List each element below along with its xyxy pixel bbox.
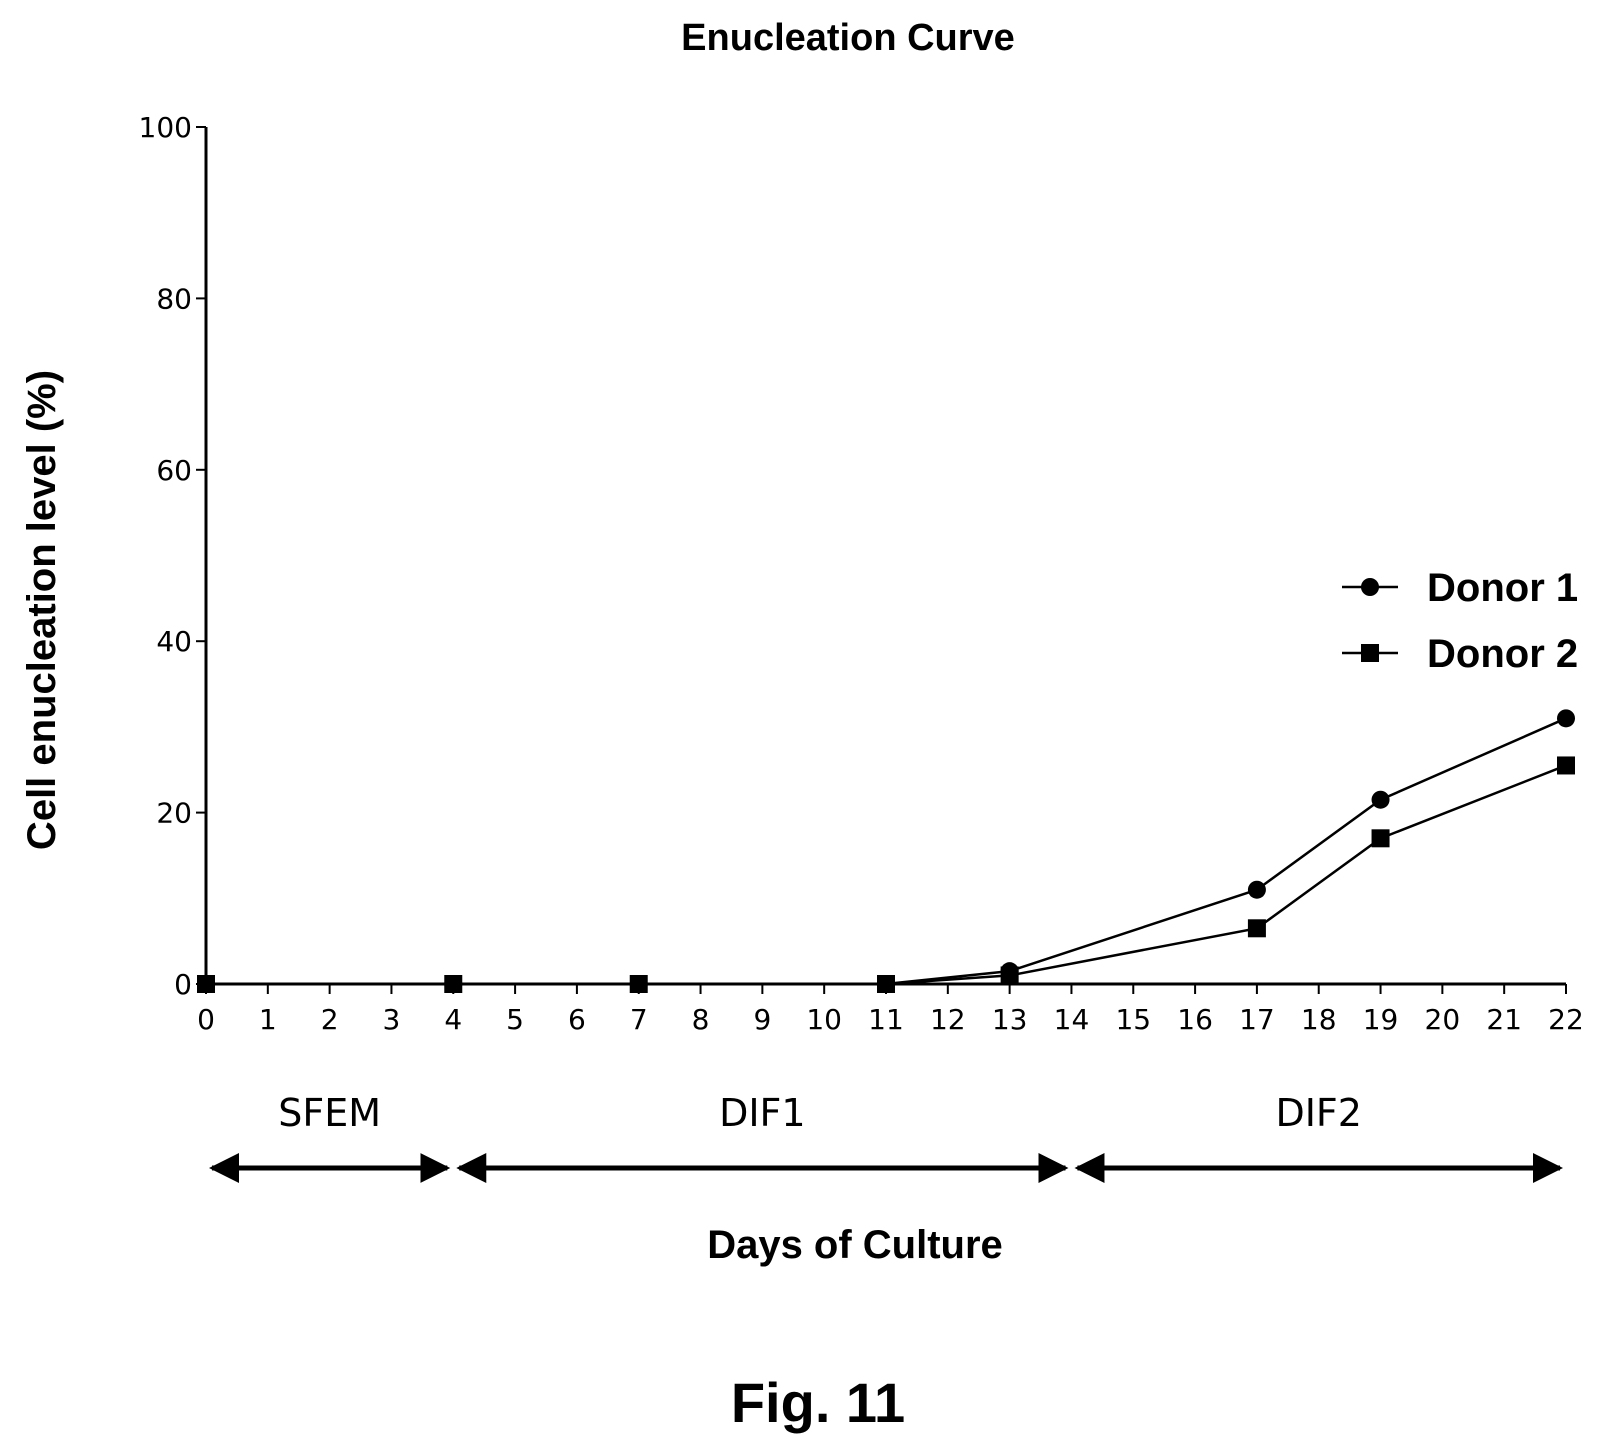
y-tick-label: 0 [174, 968, 192, 1001]
data-point [877, 975, 895, 993]
chart-title: Enucleation Curve [681, 17, 1015, 59]
data-point [1557, 756, 1575, 775]
phase-dif2: DIF2 [1074, 1091, 1563, 1183]
x-axis-label: Days of Culture [707, 1223, 1003, 1267]
y-ticks: 0 20 40 60 80 100 [139, 111, 206, 1001]
culture-phases: SFEM DIF1 DIF2 [209, 1091, 1563, 1183]
x-tick-label: 10 [806, 1003, 842, 1036]
x-tick-label: 8 [692, 1003, 710, 1036]
y-tick-label: 100 [139, 111, 192, 144]
x-tick-label: 12 [930, 1003, 966, 1036]
x-tick-label: 2 [321, 1003, 339, 1036]
axes [204, 127, 1566, 986]
x-tick-label: 9 [753, 1003, 771, 1036]
x-tick-label: 15 [1115, 1003, 1151, 1036]
x-tick-label: 18 [1301, 1003, 1337, 1036]
x-tick-label: 7 [630, 1003, 648, 1036]
legend: Donor 1 Donor 2 [1342, 566, 1578, 676]
data-point [629, 975, 648, 993]
legend-label: Donor 2 [1427, 632, 1578, 676]
x-tick-label: 0 [197, 1003, 215, 1036]
x-tick-label: 3 [383, 1003, 401, 1036]
series-2 [197, 756, 1575, 993]
y-tick-label: 20 [156, 797, 192, 830]
phase-dif1: DIF1 [456, 1091, 1069, 1183]
x-tick-label: 16 [1177, 1003, 1213, 1036]
phase-label: DIF1 [719, 1091, 806, 1135]
x-tick-label: 17 [1239, 1003, 1275, 1036]
x-tick-label: 19 [1363, 1003, 1399, 1036]
data-point [1000, 966, 1019, 985]
series-line [206, 764, 1567, 986]
x-tick-label: 21 [1486, 1003, 1522, 1036]
x-tick-label: 6 [568, 1003, 586, 1036]
legend-label: Donor 1 [1427, 566, 1578, 610]
phase-label: SFEM [278, 1091, 381, 1135]
legend-item-2: Donor 2 [1342, 632, 1578, 676]
y-tick-label: 60 [156, 454, 192, 487]
x-tick-label: 1 [259, 1003, 277, 1036]
legend-marker [1361, 644, 1379, 662]
x-tick-label: 22 [1548, 1003, 1584, 1036]
x-tick-label: 11 [868, 1003, 904, 1036]
x-ticks: 0 1 2 3 4 5 6 7 8 9 10 11 12 13 14 15 16 17 18 19 20 21 22 [197, 984, 1584, 1036]
phase-sfem: SFEM [209, 1091, 451, 1183]
y-tick-label: 80 [156, 282, 192, 315]
x-tick-label: 14 [1054, 1003, 1090, 1036]
series-1 [197, 709, 1575, 993]
y-tick-label: 40 [156, 625, 192, 658]
x-tick-label: 5 [506, 1003, 524, 1036]
legend-item-1: Donor 1 [1342, 566, 1578, 610]
y-axis-label: Cell enucleation level (%) [20, 370, 64, 850]
x-tick-label: 20 [1425, 1003, 1461, 1036]
x-tick-label: 13 [992, 1003, 1028, 1036]
legend-marker [1361, 578, 1379, 596]
data-point [1557, 709, 1575, 728]
figure-caption: Fig. 11 [731, 1371, 905, 1434]
data-point [1371, 829, 1390, 848]
data-point [1371, 790, 1390, 809]
data-point [1247, 919, 1266, 938]
data-point [197, 975, 215, 993]
phase-label: DIF2 [1275, 1091, 1362, 1135]
data-point [1247, 880, 1266, 899]
series [197, 709, 1575, 993]
x-tick-label: 4 [444, 1003, 462, 1036]
data-point [444, 975, 463, 993]
